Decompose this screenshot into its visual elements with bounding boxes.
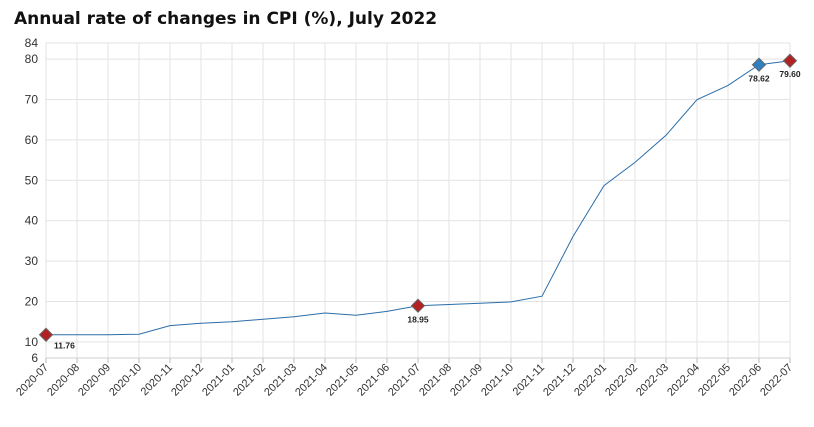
data-point [571,234,576,239]
x-tick-label: 2020-11 [139,362,175,398]
data-point [261,317,266,322]
y-tick-label: 84 [25,36,39,50]
data-point [292,314,297,319]
data-point [323,311,328,316]
y-tick-label: 10 [25,335,39,349]
x-tick-label: 2021-10 [479,362,516,399]
x-tick-label: 2020-08 [45,362,82,399]
data-point [385,309,390,314]
data-point [633,160,638,165]
x-tick-label: 2021-05 [324,362,361,399]
x-tick-label: 2021-03 [262,362,299,399]
x-tick-label: 2020-09 [76,362,113,399]
y-tick-label: 50 [25,173,39,187]
data-label: 78.62 [748,74,770,84]
data-point [695,97,700,102]
data-point [602,183,607,188]
y-tick-label: 40 [25,214,39,228]
data-point [230,319,235,324]
y-tick-label: 6 [31,351,38,365]
diamond-marker [782,53,798,68]
data-point [509,299,514,304]
data-point [199,321,204,326]
data-label: 11.76 [54,341,75,351]
x-tick-label: 2021-01 [200,362,237,399]
x-tick-label: 2022-07 [758,362,795,399]
data-point [137,332,142,337]
data-label: 18.95 [407,315,429,325]
x-tick-label: 2021-06 [355,362,392,399]
data-point [354,313,359,318]
data-point [75,332,80,337]
x-tick-label: 2021-07 [386,362,423,399]
data-point [447,302,452,307]
x-tick-label: 2021-09 [448,362,485,399]
diamond-marker [410,298,426,313]
diamond-marker [38,327,54,342]
x-tick-label: 2021-04 [293,362,330,399]
y-tick-label: 70 [25,93,39,107]
y-tick-label: 30 [25,254,39,268]
x-tick-label: 2020-07 [14,362,51,399]
x-tick-label: 2020-10 [107,362,144,399]
y-tick-label: 60 [25,133,39,147]
x-tick-label: 2022-03 [634,362,671,399]
x-tick-label: 2021-12 [541,362,578,399]
x-tick-label: 2022-04 [665,362,702,399]
data-point [106,332,111,337]
y-tick-label: 80 [25,52,39,66]
diamond-marker [751,57,767,72]
data-point [478,301,483,306]
data-point [726,83,731,88]
x-tick-label: 2022-06 [727,362,764,399]
x-tick-label: 2022-02 [603,362,640,399]
chart-title: Annual rate of changes in CPI (%), July … [14,9,438,29]
x-tick-label: 2022-01 [572,362,609,399]
x-tick-label: 2022-05 [696,362,733,399]
data-point [540,294,545,299]
x-tick-label: 2021-11 [511,362,547,398]
data-point [168,323,173,328]
x-tick-label: 2020-12 [169,362,206,399]
y-tick-label: 20 [25,294,39,308]
data-point [664,133,669,138]
x-tick-label: 2021-08 [417,362,454,399]
data-label: 79.60 [779,69,801,79]
x-tick-label: 2021-02 [231,362,268,399]
